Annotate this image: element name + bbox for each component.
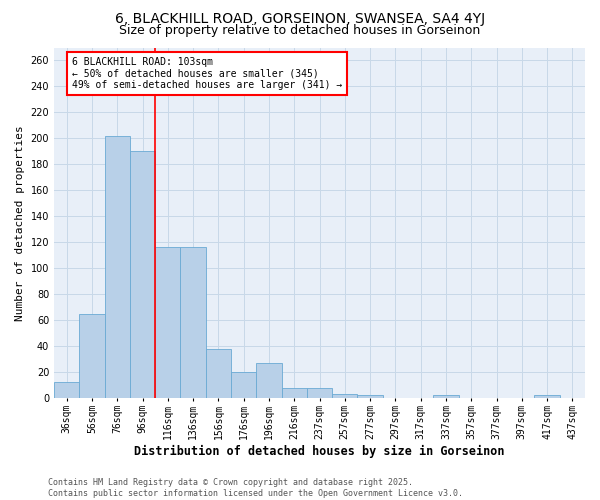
Bar [231, 372, 256, 398]
Bar [130, 152, 155, 398]
Text: 6, BLACKHILL ROAD, GORSEINON, SWANSEA, SA4 4YJ: 6, BLACKHILL ROAD, GORSEINON, SWANSEA, S… [115, 12, 485, 26]
Bar [206, 348, 231, 398]
Bar [155, 248, 181, 398]
Bar [535, 396, 560, 398]
Text: Contains HM Land Registry data © Crown copyright and database right 2025.
Contai: Contains HM Land Registry data © Crown c… [48, 478, 463, 498]
Bar [358, 396, 383, 398]
Bar [307, 388, 332, 398]
Bar [104, 136, 130, 398]
Y-axis label: Number of detached properties: Number of detached properties [15, 125, 25, 320]
Bar [281, 388, 307, 398]
Bar [256, 363, 281, 398]
Bar [433, 396, 458, 398]
Text: Size of property relative to detached houses in Gorseinon: Size of property relative to detached ho… [119, 24, 481, 37]
Text: 6 BLACKHILL ROAD: 103sqm
← 50% of detached houses are smaller (345)
49% of semi-: 6 BLACKHILL ROAD: 103sqm ← 50% of detach… [72, 56, 342, 90]
Bar [332, 394, 358, 398]
Bar [54, 382, 79, 398]
Bar [79, 314, 104, 398]
X-axis label: Distribution of detached houses by size in Gorseinon: Distribution of detached houses by size … [134, 444, 505, 458]
Bar [181, 248, 206, 398]
Title: 6, BLACKHILL ROAD, GORSEINON, SWANSEA, SA4 4YJ
Size of property relative to deta: 6, BLACKHILL ROAD, GORSEINON, SWANSEA, S… [0, 499, 1, 500]
